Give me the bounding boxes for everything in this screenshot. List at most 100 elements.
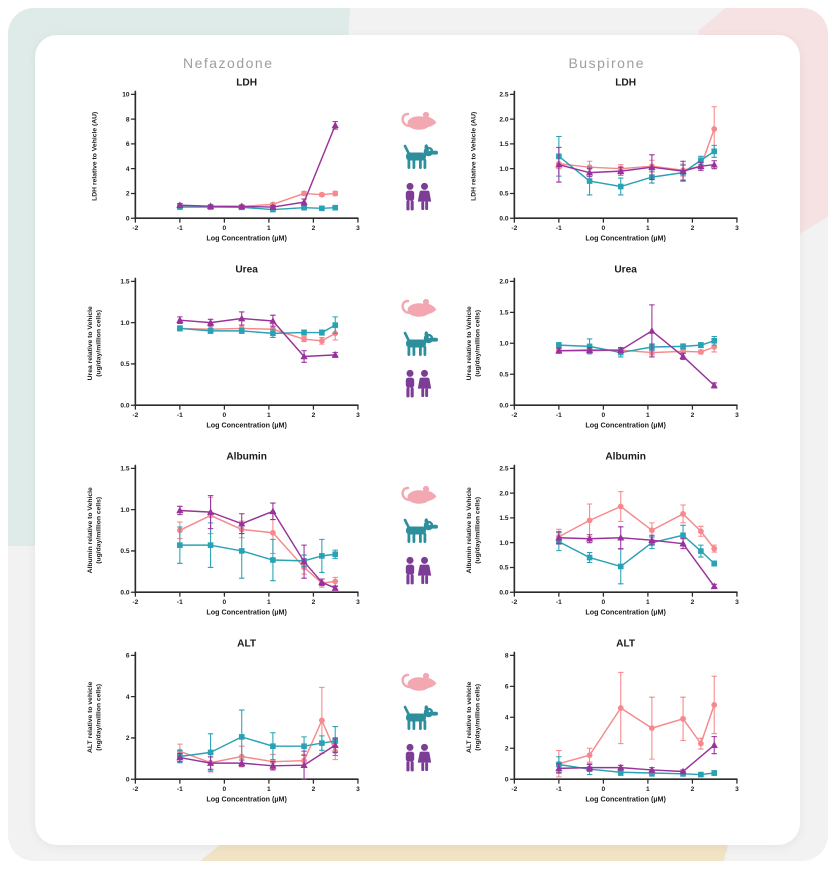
x-axis-label: Log Concentration (µM)	[585, 608, 666, 616]
svg-text:1: 1	[267, 785, 271, 792]
y-axis-label: (ug/day/million cells)	[474, 309, 481, 376]
y-axis-label: (ng/day/million cells)	[474, 683, 481, 750]
svg-text:3: 3	[356, 785, 360, 792]
svg-text:0.5: 0.5	[499, 371, 508, 378]
svg-text:-1: -1	[177, 224, 183, 231]
svg-text:-1: -1	[555, 224, 561, 231]
rat-icon	[400, 485, 436, 504]
svg-text:1.0: 1.0	[120, 319, 129, 326]
chart-nefazodone-urea: Urea 0.0 0.5 1.0 1.5 -2 -1 0 1 2 3 Log Concentratio…	[87, 264, 360, 429]
svg-text:0.5: 0.5	[120, 361, 129, 368]
svg-text:3: 3	[356, 224, 360, 231]
svg-text:0.0: 0.0	[499, 215, 508, 222]
svg-text:4: 4	[126, 165, 130, 172]
human-couple-icon	[405, 743, 431, 771]
human-couple-icon	[405, 182, 431, 210]
svg-text:2: 2	[690, 224, 694, 231]
svg-text:-1: -1	[555, 785, 561, 792]
series-rat	[555, 490, 717, 553]
x-axis-label: Log Concentration (µM)	[585, 795, 666, 803]
chart-title: LDH	[236, 77, 257, 88]
chart-buspirone-albumin: Albumin 0.0 0.5 1.0 1.5 2.0 2.5 -2 -1 0 1 2 3 Log Con…	[465, 451, 738, 616]
svg-text:-1: -1	[555, 411, 561, 418]
figure-row-albumin: Albumin 0.0 0.5 1.0 1.5 -2 -1 0 1 2 3 Log Concentra…	[71, 445, 764, 632]
svg-text:0.0: 0.0	[120, 589, 129, 596]
series-human	[176, 120, 339, 210]
species-icons	[386, 477, 450, 587]
svg-text:0.0: 0.0	[499, 589, 508, 596]
svg-text:0: 0	[504, 776, 508, 783]
svg-text:3: 3	[735, 411, 739, 418]
series-dog	[555, 524, 717, 584]
dog-icon	[403, 517, 438, 543]
chart-buspirone-alt: ALT 0 2 4 6 8 -2 -1 0 1 2 3 Log Concentration (µM) AL…	[465, 638, 738, 803]
svg-text:10: 10	[122, 91, 130, 98]
svg-text:1: 1	[646, 785, 650, 792]
species-icons	[386, 103, 450, 213]
rat-icon	[400, 111, 436, 130]
rat-icon	[400, 672, 436, 691]
series-dog	[555, 135, 717, 195]
svg-text:1.0: 1.0	[499, 165, 508, 172]
svg-text:2.0: 2.0	[499, 278, 508, 285]
svg-text:2.0: 2.0	[499, 490, 508, 497]
svg-text:2.5: 2.5	[499, 465, 508, 472]
series-human	[554, 303, 718, 388]
x-axis-label: Log Concentration (µM)	[585, 421, 666, 429]
x-axis-label: Log Concentration (µM)	[206, 608, 287, 616]
svg-text:4: 4	[126, 693, 130, 700]
chart-title: Albumin	[605, 451, 646, 462]
svg-text:0: 0	[601, 224, 605, 231]
svg-text:2: 2	[312, 224, 316, 231]
dog-icon	[403, 704, 438, 730]
series-human	[176, 736, 339, 780]
column-title-nefazodone: Nefazodone	[182, 55, 274, 71]
svg-text:3: 3	[356, 598, 360, 605]
svg-text:0.0: 0.0	[120, 402, 129, 409]
figure-card: Nefazodone Buspirone LDH 0 2 4 6 8 10 -2 -1 0 1 2 3 L…	[35, 35, 800, 845]
x-axis-label: Log Concentration (µM)	[206, 234, 287, 242]
svg-text:1: 1	[646, 224, 650, 231]
svg-text:1: 1	[267, 411, 271, 418]
y-axis-label: (ug/day/million cells)	[474, 496, 481, 563]
chart-nefazodone-alt: ALT 0 2 4 6 -2 -1 0 1 2 3 Log Concentration (µM) ALT…	[87, 638, 360, 803]
dog-icon	[403, 330, 438, 356]
chart-buspirone-ldh: LDH 0.0 0.5 1.0 1.5 2.0 2.5 -2 -1 0 1 2 3 Log Concent…	[470, 77, 739, 242]
y-axis-label: Albumin relative to Vehicle	[87, 487, 94, 573]
series-human	[554, 146, 718, 183]
chart-title: Urea	[614, 264, 637, 275]
x-axis-label: Log Concentration (µM)	[206, 795, 287, 803]
svg-text:2: 2	[690, 411, 694, 418]
svg-text:6: 6	[126, 141, 130, 148]
svg-text:0: 0	[126, 776, 130, 783]
svg-text:-1: -1	[177, 598, 183, 605]
svg-text:1: 1	[267, 224, 271, 231]
series-dog	[177, 315, 339, 338]
y-axis-label: ALT relative to vehicle	[87, 681, 94, 753]
y-axis-label: (ng/day/million cells)	[96, 683, 103, 750]
svg-text:1.5: 1.5	[120, 278, 129, 285]
figure-row-urea: Urea 0.0 0.5 1.0 1.5 -2 -1 0 1 2 3 Log Concentratio…	[71, 258, 764, 445]
svg-text:2: 2	[312, 598, 316, 605]
column-title-buspirone: Buspirone	[568, 55, 646, 71]
svg-text:2: 2	[690, 785, 694, 792]
axes: 0.0 0.5 1.0 1.5 2.0 2.5 -2 -1 0 1 2 3 Log Concentrat…	[470, 90, 739, 242]
column-headers: Nefazodone Buspirone	[71, 55, 764, 71]
svg-text:-2: -2	[132, 785, 138, 792]
svg-text:-2: -2	[132, 598, 138, 605]
svg-text:0: 0	[601, 411, 605, 418]
svg-text:-1: -1	[177, 411, 183, 418]
svg-text:1.5: 1.5	[499, 309, 508, 316]
y-axis-label: (ug/day/million cells)	[96, 309, 103, 376]
svg-text:2: 2	[504, 745, 508, 752]
chart-buspirone-urea: Urea 0.0 0.5 1.0 1.5 2.0 -2 -1 0 1 2 3 Log Concentra…	[465, 264, 739, 429]
svg-text:2.5: 2.5	[499, 91, 508, 98]
svg-text:-2: -2	[511, 411, 517, 418]
y-axis-label: LDH relative to Vehicle (AU)	[470, 111, 477, 200]
series-human	[176, 494, 339, 591]
figure-row-alt: ALT 0 2 4 6 -2 -1 0 1 2 3 Log Concentration (µM) ALT…	[71, 632, 764, 819]
dog-icon	[403, 143, 438, 169]
chart-nefazodone-ldh: LDH 0 2 4 6 8 10 -2 -1 0 1 2 3 Log Concentration (µM)…	[92, 77, 360, 242]
species-icons	[386, 664, 450, 774]
